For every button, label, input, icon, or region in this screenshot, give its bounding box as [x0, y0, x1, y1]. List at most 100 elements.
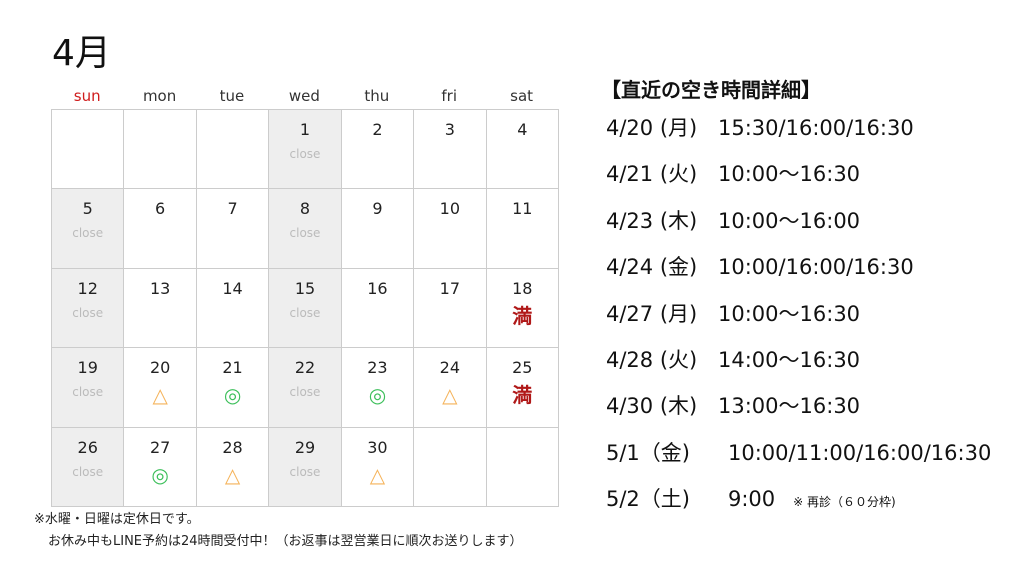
closed-label: close [72, 226, 104, 241]
availability-date: 5/1（金) [606, 440, 690, 465]
day-number: 7 [227, 199, 238, 219]
day-number: 16 [367, 278, 388, 298]
availability-row: 4/20 (月) 15:30/16:00/16:30 [606, 112, 914, 142]
calendar-day [486, 427, 559, 507]
weekday-fri: fri [441, 87, 457, 105]
calendar-grid: 1 close 2 3 4 5 close 6 7 8 close 9 10 11 12 close 13 14 1… [51, 109, 559, 507]
calendar-day: 15 close [269, 268, 342, 349]
availability-date: 4/21 (火) [606, 162, 698, 187]
availability-date: 4/20 (月) [606, 116, 698, 140]
few-slots-icon: △ [442, 383, 458, 408]
weekday-thu: thu [364, 87, 390, 105]
availability-times: 10:00/11:00/16:00/16:30 [728, 440, 992, 465]
availability-row: 5/2（土) 9:00 ※ 再診（６０分枠) [606, 483, 896, 513]
day-number: 4 [517, 120, 528, 139]
calendar-day: 21 ◎ [196, 348, 270, 428]
availability-date: 4/28 (火) [606, 348, 698, 372]
closed-label: close [289, 147, 321, 161]
availability-date: 4/23 (木) [606, 208, 698, 233]
calendar-day: 13 [124, 268, 197, 349]
calendar-day [52, 110, 125, 190]
day-number: 18 [512, 278, 533, 298]
calendar-day: 7 [196, 189, 270, 269]
calendar-day: 12 close [52, 268, 125, 349]
day-number: 9 [372, 199, 383, 219]
availability-date: 5/2（土) [606, 487, 690, 512]
calendar-day [196, 110, 270, 190]
note-closed-days: ※水曜・日曜は定休日です。 [34, 512, 200, 527]
availability-times: 10:00～16:30 [718, 162, 861, 187]
availability-times: 9:00 [728, 487, 776, 512]
day-number: 13 [149, 278, 171, 298]
available-icon: ◎ [151, 462, 169, 487]
availability-title: 【直近の空き時間詳細】 [601, 78, 821, 102]
calendar-day: 17 [414, 268, 487, 349]
closed-label: close [72, 385, 104, 400]
closed-label: close [289, 464, 321, 479]
availability-times: 10:00～16:30 [718, 301, 861, 326]
day-number: 19 [77, 358, 98, 378]
calendar-day: 2 [341, 110, 415, 190]
availability-row: 4/30 (木) 13:00～16:30 [606, 390, 860, 420]
calendar-day [124, 110, 197, 190]
calendar-day: 9 [341, 189, 415, 269]
day-number: 21 [222, 358, 243, 378]
calendar-day: 20 △ [124, 348, 197, 428]
calendar-day: 1 close [269, 110, 342, 190]
availability-row: 4/28 (火) 14:00～16:30 [606, 344, 860, 374]
calendar-day [414, 427, 487, 507]
calendar-day: 29 close [269, 427, 342, 507]
day-number: 6 [155, 199, 166, 219]
day-number: 30 [367, 437, 388, 457]
calendar-day: 25 満 [486, 348, 559, 428]
closed-label: close [289, 305, 321, 320]
calendar-day: 8 close [269, 189, 342, 269]
closed-label: close [289, 385, 321, 400]
availability-note: ※ 再診（６０分枠) [793, 495, 896, 510]
day-number: 29 [294, 437, 316, 457]
availability-times: 10:00/16:00/16:30 [718, 255, 914, 280]
day-number: 3 [444, 120, 455, 139]
weekday-wed: wed [288, 87, 320, 105]
calendar-day: 24 △ [414, 348, 487, 428]
day-number: 28 [222, 437, 243, 457]
day-number: 1 [299, 120, 311, 139]
day-number: 22 [294, 358, 316, 378]
day-number: 26 [77, 437, 98, 457]
calendar-day: 3 [414, 110, 487, 190]
weekday-sun: sun [73, 87, 101, 105]
closed-label: close [289, 226, 321, 241]
availability-date: 4/24 (金) [606, 255, 698, 280]
few-slots-icon: △ [224, 462, 241, 487]
day-number: 23 [367, 358, 388, 378]
availability-times: 15:30/16:00/16:30 [718, 116, 914, 140]
availability-row: 4/27 (月) 10:00～16:30 [606, 298, 860, 328]
few-slots-icon: △ [152, 383, 168, 408]
available-icon: ◎ [223, 383, 242, 408]
day-number: 25 [512, 358, 533, 378]
day-number: 12 [77, 278, 98, 298]
availability-date: 4/27 (月) [606, 301, 698, 326]
calendar-day: 26 close [52, 427, 125, 507]
calendar-day: 19 close [52, 348, 125, 428]
day-number: 10 [439, 199, 461, 219]
note-line-booking: お休み中もLINE予約は24時間受付中！（お返事は翌営業日に順次お送りします） [48, 534, 523, 549]
calendar-day: 30 △ [341, 427, 415, 507]
closed-label: close [72, 464, 104, 479]
day-number: 14 [222, 278, 243, 298]
day-number: 17 [439, 278, 461, 298]
day-number: 11 [512, 199, 533, 219]
availability-row: 5/1（金) 10:00/11:00/16:00/16:30 [606, 437, 991, 467]
calendar-day: 5 close [52, 189, 125, 269]
available-icon: ◎ [368, 383, 387, 408]
day-number: 15 [294, 278, 316, 298]
day-number: 20 [149, 358, 171, 378]
weekday-sat: sat [510, 87, 534, 105]
page-title: 4月 [52, 33, 111, 74]
weekday-mon: mon [142, 87, 177, 105]
calendar-day: 16 [341, 268, 415, 349]
calendar-day: 14 [196, 268, 270, 349]
availability-times: 14:00～16:30 [718, 348, 861, 372]
availability-row: 4/23 (木) 10:00～16:00 [606, 205, 860, 235]
day-number: 5 [82, 199, 93, 219]
